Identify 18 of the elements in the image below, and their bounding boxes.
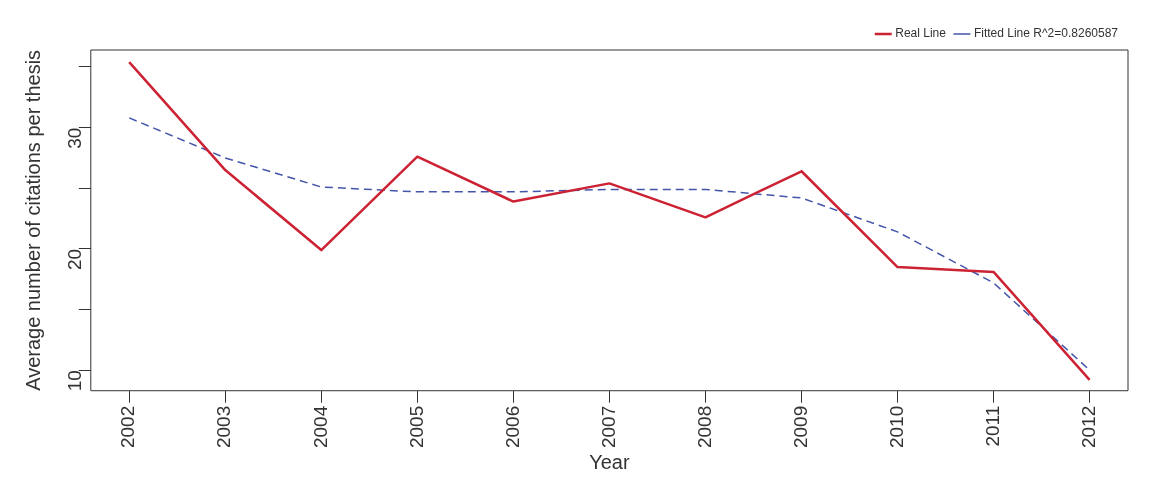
x-tick-label: 2006 — [501, 405, 523, 449]
y-tick-label: 20 — [64, 248, 86, 270]
x-tick-label: 2003 — [213, 405, 235, 449]
x-tick-label: 2004 — [309, 405, 331, 449]
y-tick-label: 10 — [64, 370, 86, 392]
x-tick-label: 2009 — [789, 405, 811, 449]
x-tick-label: 2002 — [117, 405, 139, 449]
x-tick-label: 2011 — [981, 405, 1003, 447]
y-axis-title: Average number of citations per thesis — [21, 49, 44, 391]
x-tick-label: 2008 — [693, 405, 715, 449]
x-tick-label: 2007 — [597, 405, 619, 449]
y-tick-label: 30 — [64, 127, 86, 149]
x-axis-title: Year — [589, 450, 630, 473]
legend-label: Fitted Line R^2=0.8260587 — [973, 26, 1119, 41]
x-tick-label: 2012 — [1077, 405, 1099, 449]
legend-label: Real Line — [895, 26, 947, 41]
x-tick-label: 2005 — [405, 405, 427, 449]
x-tick-label: 2010 — [885, 405, 907, 449]
